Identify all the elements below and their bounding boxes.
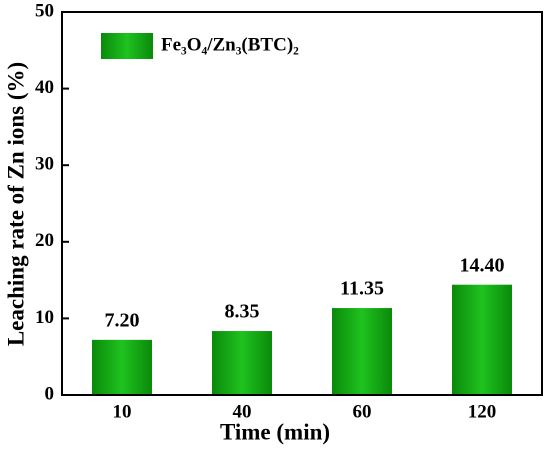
x-axis-title: Time (min)	[220, 419, 330, 444]
y-tick-label: 20	[35, 230, 54, 251]
value-label: 14.40	[460, 254, 505, 276]
plot-frame	[61, 11, 543, 396]
value-label: 7.20	[105, 309, 140, 331]
x-tick-label: 40	[233, 401, 252, 422]
y-tick-label: 10	[35, 307, 54, 328]
value-label: 11.35	[340, 278, 384, 300]
x-tick-label: 10	[113, 401, 132, 422]
value-label: 8.35	[225, 301, 260, 323]
bar	[92, 339, 152, 395]
y-tick-label: 40	[35, 77, 54, 98]
bar	[452, 284, 512, 395]
bar	[212, 331, 272, 395]
legend-label: Fe₃O₄/Zn₃(BTC)₂	[161, 34, 299, 55]
legend-swatch	[101, 33, 153, 59]
x-tick-label: 120	[468, 401, 497, 422]
x-tick-label: 60	[353, 401, 372, 422]
y-tick-label: 50	[35, 0, 54, 21]
y-tick-label: 30	[35, 154, 54, 175]
y-tick-label: 0	[45, 383, 55, 404]
bar	[332, 308, 392, 395]
y-axis-title: Leaching rate of Zn ions (%)	[3, 62, 28, 346]
